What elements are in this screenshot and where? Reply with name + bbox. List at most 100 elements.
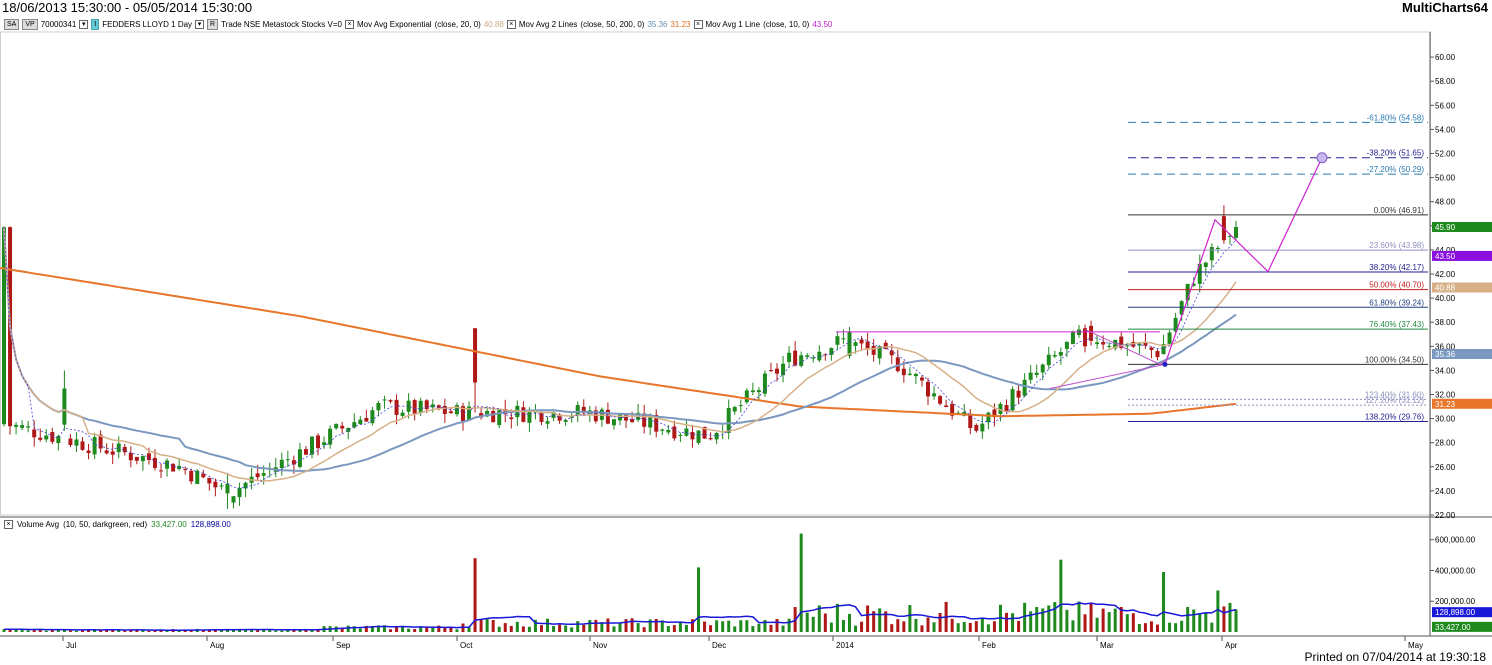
volume-bar	[787, 618, 791, 632]
candle-body	[642, 413, 647, 427]
volume-bar	[582, 624, 586, 632]
candle-body	[1022, 379, 1027, 396]
volume-bar	[1053, 602, 1057, 632]
r-chip[interactable]: R	[207, 18, 219, 30]
volume-bar	[908, 605, 912, 632]
symbol-code: 70000341	[40, 19, 77, 29]
ma10-line	[3, 227, 1237, 489]
volume-tag	[1432, 607, 1492, 618]
candle-body	[376, 402, 381, 411]
volume-bar	[527, 626, 531, 632]
close-volume-icon[interactable]: ×	[4, 520, 13, 529]
volume-bar	[878, 608, 882, 632]
volume-bar	[286, 629, 290, 632]
volume-bar	[1107, 612, 1111, 632]
candle-body	[1173, 317, 1178, 332]
candle-body	[122, 446, 127, 453]
close-ind1-icon[interactable]: ×	[344, 19, 354, 29]
volume-bar	[727, 620, 731, 632]
symbol-text: FEDDERS LLOYD 1 Day	[102, 19, 193, 29]
fib-level-label: -61.80% (54.58)	[1367, 113, 1425, 122]
volume-bar	[141, 629, 145, 632]
candle-body	[678, 434, 683, 436]
candle-body	[793, 350, 798, 366]
volume-bar	[799, 533, 803, 632]
candle-body	[762, 373, 767, 394]
volume-bar	[467, 627, 471, 632]
volume-bar	[8, 629, 12, 632]
price-tick-label: 42.00	[1435, 270, 1456, 279]
volume-bar	[219, 629, 223, 632]
candle-body	[346, 427, 351, 432]
candle-body	[919, 377, 924, 381]
volume-bar	[147, 630, 151, 632]
volume-bar	[539, 625, 543, 632]
title-bar: 18/06/2013 15:30:00 - 05/05/2014 15:30:0…	[0, 0, 1492, 17]
volume-bar	[672, 625, 676, 632]
volume-bar	[20, 629, 24, 632]
volume-bar	[491, 619, 495, 632]
price-tick-label: 58.00	[1435, 77, 1456, 86]
price-tag	[1432, 398, 1492, 409]
volume-bar	[751, 626, 755, 632]
candle-body	[1010, 389, 1015, 411]
volume-bar	[274, 630, 278, 632]
candle-body	[418, 400, 423, 413]
candle-body	[998, 403, 1003, 415]
printed-footer: Printed on 07/04/2014 at 19:30:18	[1304, 650, 1486, 664]
volume-bar	[207, 629, 211, 632]
candle-body	[310, 436, 314, 455]
volume-bar	[1162, 572, 1166, 632]
candle-body	[382, 399, 387, 401]
ma50-line	[3, 227, 1237, 473]
candle-body	[485, 410, 490, 417]
candle-body	[696, 430, 701, 443]
candle-body	[980, 423, 985, 432]
symbol-dropdown-icon[interactable]: ▾	[79, 19, 89, 29]
volume-bar	[1113, 608, 1117, 632]
volume-bar	[962, 621, 966, 632]
close-ind3-icon[interactable]: ×	[693, 19, 703, 29]
vp-chip[interactable]: VP	[22, 18, 38, 30]
volume-bar	[968, 622, 972, 632]
candle-body	[479, 413, 484, 418]
volume-bar	[62, 629, 66, 632]
volume-bar	[546, 618, 550, 632]
ind2-params: (close, 50, 200, 0)	[580, 19, 645, 29]
volume-bar	[1155, 624, 1159, 632]
volume-bar	[14, 629, 18, 632]
instrument-icon[interactable]: I	[91, 18, 100, 30]
volume-bar	[1143, 623, 1147, 632]
candle-body	[26, 426, 31, 428]
candle-body	[871, 346, 876, 355]
close-ind2-icon[interactable]: ×	[506, 19, 516, 29]
price-tick-label: 60.00	[1435, 53, 1456, 62]
candle-body	[285, 459, 290, 461]
interval-dropdown-icon[interactable]: ▾	[195, 19, 205, 29]
fib-level-label: -38.20% (51.65)	[1367, 149, 1425, 158]
price-tick-label: 44.00	[1435, 246, 1456, 255]
volume-bar	[1131, 613, 1135, 632]
ind1-params: (close, 20, 0)	[434, 19, 481, 29]
volume-bar	[225, 629, 229, 632]
ema20-line	[3, 227, 1237, 482]
candle-body	[340, 425, 345, 429]
candle-body	[877, 346, 882, 359]
volume-bar	[1192, 609, 1196, 632]
triangle-upper-line	[1084, 328, 1166, 365]
candle-body	[62, 388, 67, 425]
volume-name: Volume Avg	[17, 520, 60, 529]
volume-bar	[896, 619, 900, 632]
volume-bar	[1005, 612, 1009, 632]
price-tick-label: 28.00	[1435, 439, 1456, 448]
fib-level-label: 123.40% (31.60)	[1365, 390, 1424, 399]
volume-bar	[165, 630, 169, 632]
volume-bar	[570, 627, 574, 632]
price-tick-label: 54.00	[1435, 125, 1456, 134]
sa-chip[interactable]: SA	[4, 18, 20, 30]
volume-bar	[1011, 613, 1015, 632]
candle-body	[291, 460, 296, 465]
candle-body	[787, 352, 792, 362]
candle-body	[775, 368, 780, 374]
